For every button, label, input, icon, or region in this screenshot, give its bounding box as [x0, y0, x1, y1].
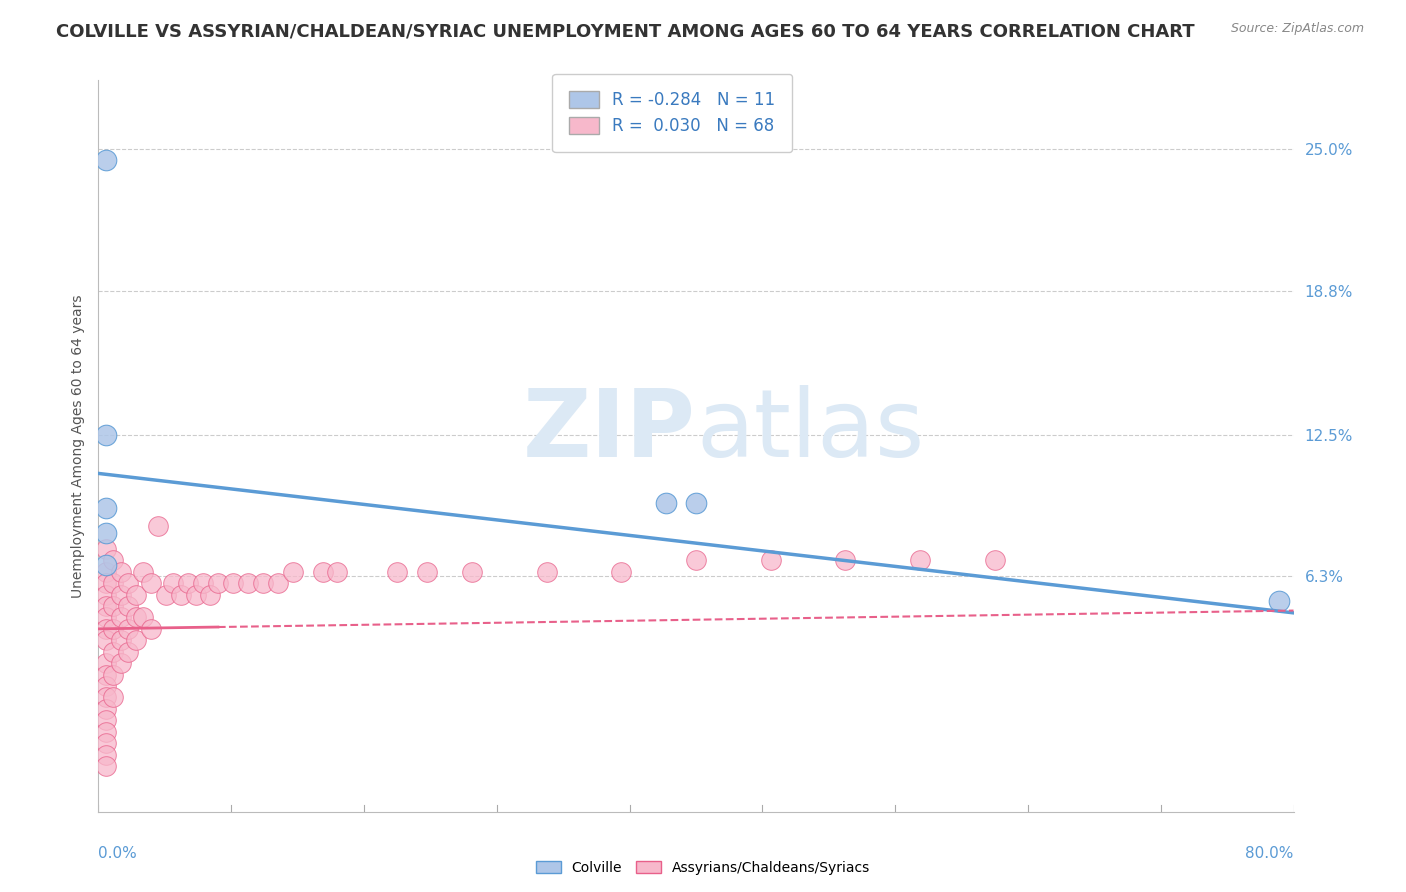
Point [94, 588, 117, 602]
Point [94, 599, 117, 613]
Point [139, 622, 162, 636]
Point [103, 667, 125, 681]
Text: COLVILLE VS ASSYRIAN/CHALDEAN/SYRIAC UNEMPLOYMENT AMONG AGES 60 TO 64 YEARS CORR: COLVILLE VS ASSYRIAN/CHALDEAN/SYRIAC UNE… [56, 22, 1195, 40]
Point [536, 565, 558, 579]
Point [103, 553, 125, 567]
Point [191, 576, 214, 591]
Point [1267, 594, 1289, 608]
Point [103, 622, 125, 636]
Point [110, 656, 132, 670]
Point [110, 588, 132, 602]
Point [252, 576, 274, 591]
Point [169, 588, 191, 602]
Text: ZIP: ZIP [523, 385, 696, 477]
Point [207, 576, 229, 591]
Point [267, 576, 290, 591]
Point [94, 714, 117, 728]
Text: Source: ZipAtlas.com: Source: ZipAtlas.com [1230, 22, 1364, 36]
Point [461, 565, 484, 579]
Point [94, 500, 117, 515]
Point [311, 565, 333, 579]
Point [94, 153, 117, 168]
Point [94, 565, 117, 579]
Point [94, 427, 117, 442]
Point [125, 588, 148, 602]
Point [94, 736, 117, 750]
Point [94, 633, 117, 648]
Point [117, 645, 139, 659]
Point [94, 610, 117, 624]
Point [685, 553, 707, 567]
Point [200, 588, 222, 602]
Point [610, 565, 633, 579]
Point [94, 667, 117, 681]
Point [103, 645, 125, 659]
Point [834, 553, 856, 567]
Legend: Colville, Assyrians/Chaldeans/Syriacs: Colville, Assyrians/Chaldeans/Syriacs [530, 855, 876, 880]
Point [326, 565, 349, 579]
Point [110, 633, 132, 648]
Point [94, 702, 117, 716]
Point [103, 690, 125, 705]
Point [385, 565, 409, 579]
Legend: R = -0.284   N = 11, R =  0.030   N = 68: R = -0.284 N = 11, R = 0.030 N = 68 [553, 74, 792, 152]
Text: 0.0%: 0.0% [98, 847, 138, 862]
Point [94, 558, 117, 572]
Point [416, 565, 439, 579]
Point [132, 565, 155, 579]
Point [685, 496, 707, 510]
Point [117, 622, 139, 636]
Point [94, 747, 117, 762]
Point [94, 759, 117, 773]
Point [148, 519, 170, 533]
Point [162, 576, 184, 591]
Point [94, 576, 117, 591]
Point [103, 576, 125, 591]
Point [132, 610, 155, 624]
Point [110, 610, 132, 624]
Text: 80.0%: 80.0% [1246, 847, 1294, 862]
Point [94, 679, 117, 693]
Point [184, 588, 207, 602]
Point [236, 576, 259, 591]
Point [110, 565, 132, 579]
Point [94, 541, 117, 556]
Text: atlas: atlas [696, 385, 924, 477]
Point [655, 496, 678, 510]
Point [94, 622, 117, 636]
Y-axis label: Unemployment Among Ages 60 to 64 years: Unemployment Among Ages 60 to 64 years [70, 294, 84, 598]
Point [94, 656, 117, 670]
Point [155, 588, 177, 602]
Point [117, 599, 139, 613]
Point [94, 724, 117, 739]
Point [984, 553, 1007, 567]
Point [908, 553, 931, 567]
Point [103, 599, 125, 613]
Point [94, 525, 117, 540]
Point [281, 565, 304, 579]
Point [125, 610, 148, 624]
Point [222, 576, 245, 591]
Point [125, 633, 148, 648]
Point [94, 690, 117, 705]
Point [759, 553, 782, 567]
Point [177, 576, 200, 591]
Point [117, 576, 139, 591]
Point [139, 576, 162, 591]
